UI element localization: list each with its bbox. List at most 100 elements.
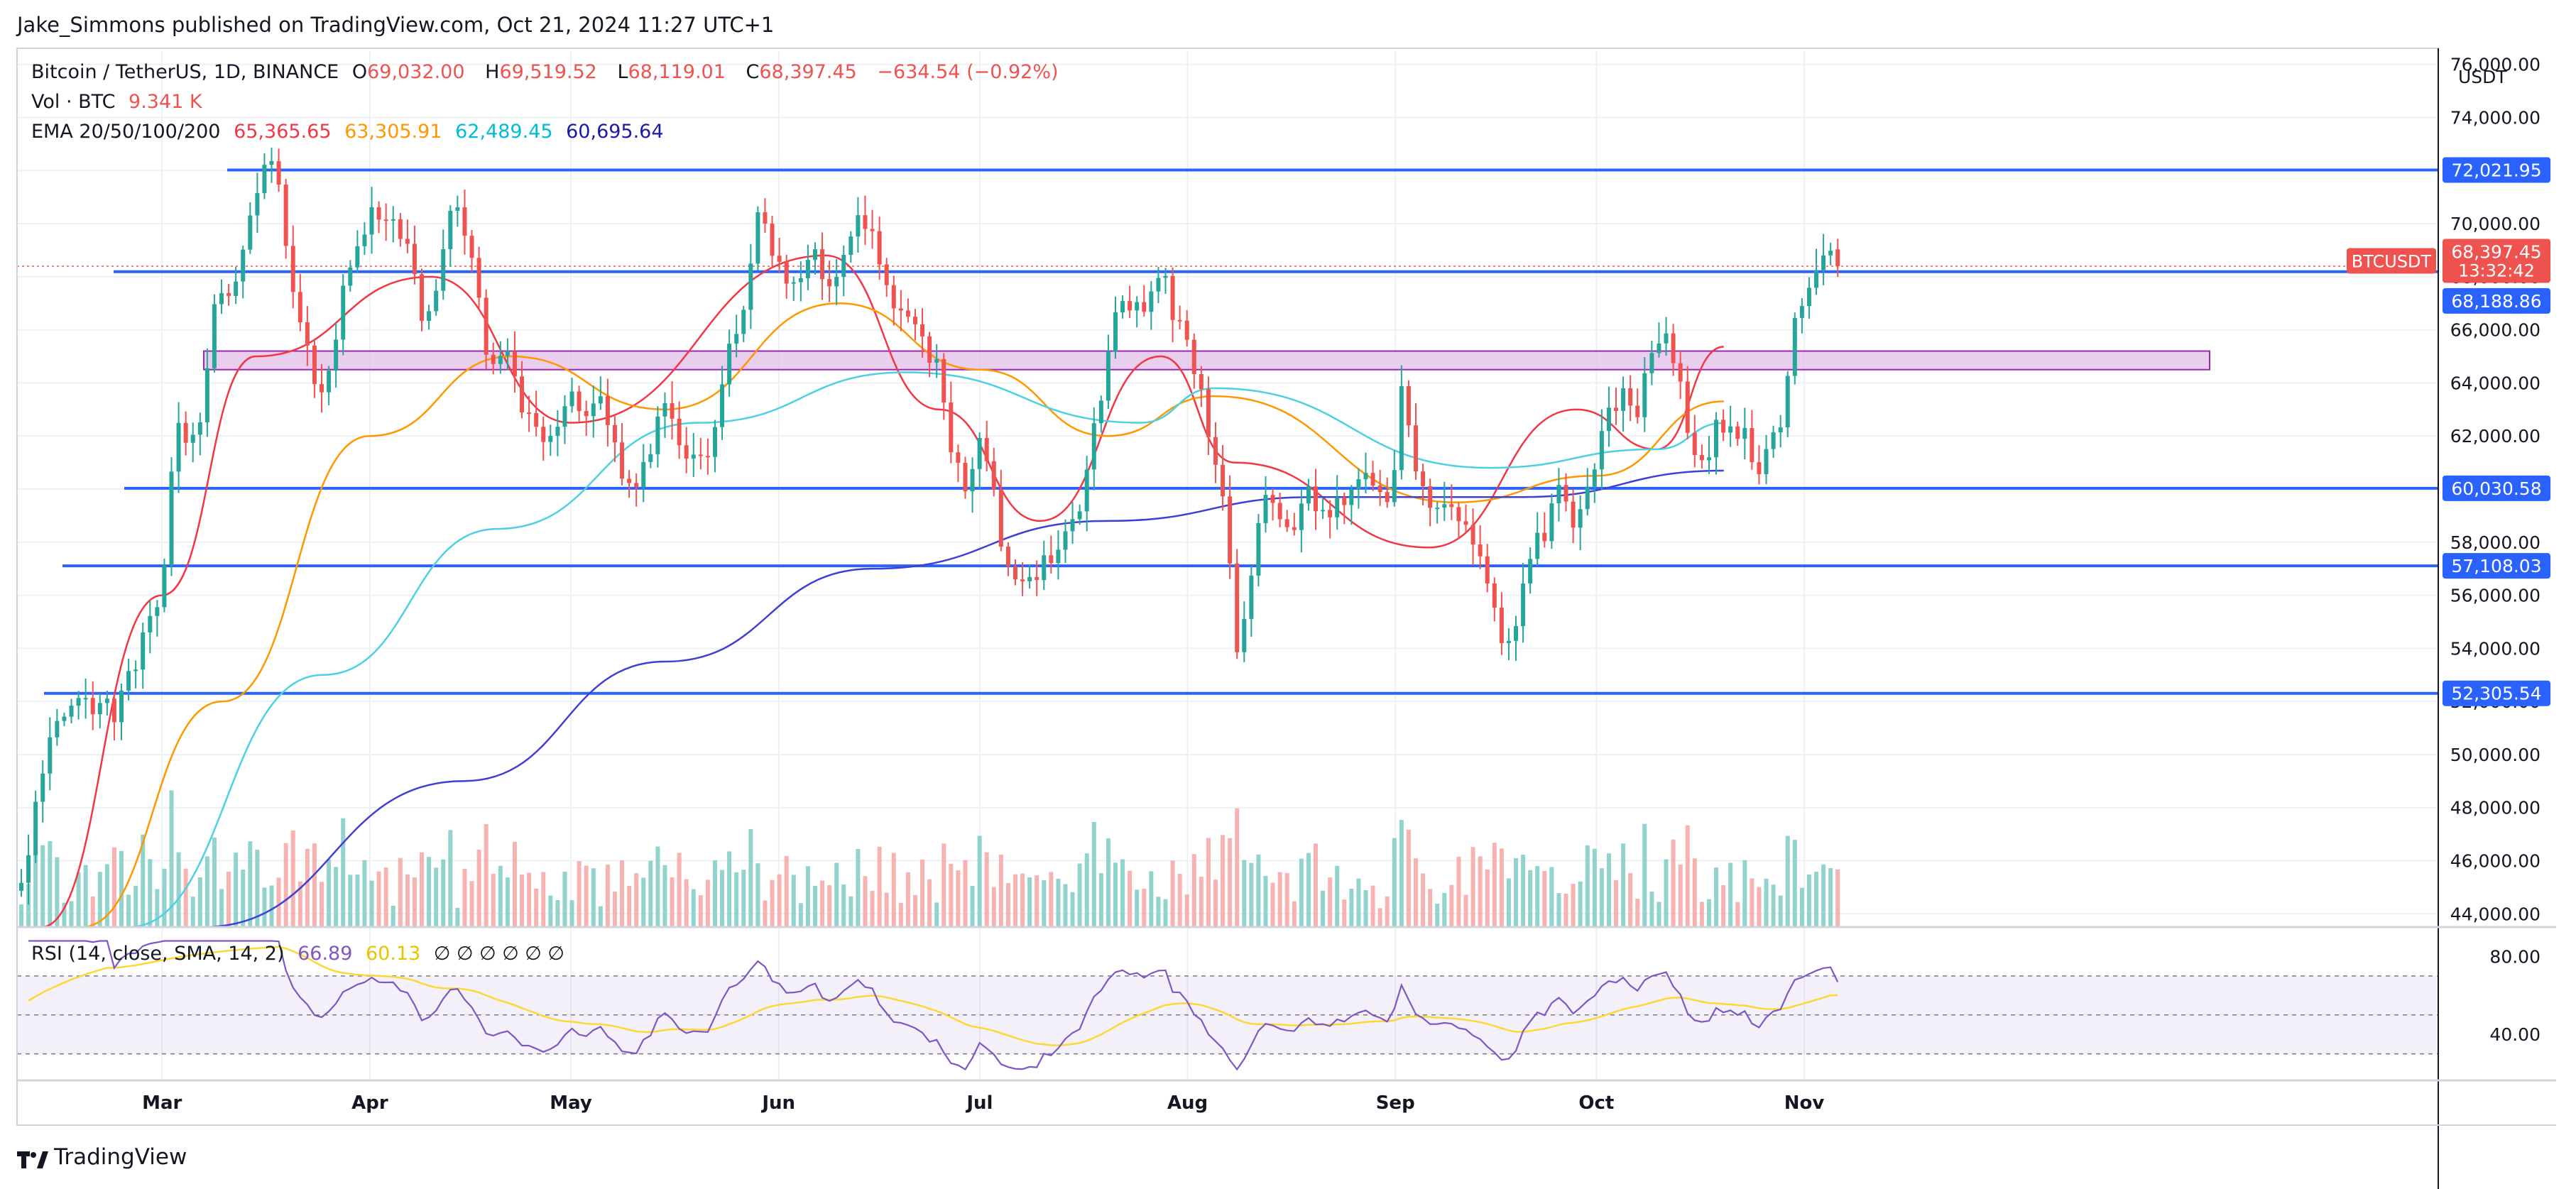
- candle-body: [1556, 485, 1561, 504]
- volume-bar: [1771, 884, 1776, 927]
- candle-body: [977, 437, 982, 469]
- candle-body: [1263, 495, 1268, 523]
- candle: [1184, 309, 1189, 347]
- candle: [763, 198, 768, 233]
- volume-bar: [1113, 862, 1118, 927]
- volume-bar: [276, 877, 281, 927]
- volume-bar: [1392, 838, 1397, 927]
- candle-body: [420, 274, 425, 322]
- candle: [1414, 402, 1419, 481]
- candle: [770, 216, 775, 268]
- current-price-tag-bg: [2443, 239, 2550, 283]
- candle: [420, 268, 425, 332]
- candle-body: [1485, 556, 1490, 583]
- volume-bar: [812, 885, 817, 927]
- candle: [963, 456, 968, 499]
- ema-legend[interactable]: EMA 20/50/100/200 65,365.65 63,305.91 62…: [31, 121, 671, 143]
- level-tag-bg: [2443, 553, 2550, 579]
- candle: [877, 217, 882, 280]
- candle-body: [1020, 579, 1025, 581]
- candle: [627, 470, 632, 498]
- candle-body: [169, 471, 174, 566]
- candle: [484, 289, 489, 370]
- candle: [1156, 266, 1161, 304]
- candle: [534, 390, 539, 437]
- volume-bar: [834, 862, 839, 927]
- candle: [1806, 277, 1811, 319]
- volume-bar: [648, 860, 653, 927]
- candle-body: [877, 231, 882, 265]
- volume-bar: [26, 884, 31, 927]
- volume-bar: [655, 846, 660, 927]
- volume-bar: [1256, 854, 1261, 927]
- candle: [1771, 425, 1776, 459]
- volume-bar: [1128, 870, 1133, 927]
- volume-bar: [734, 872, 739, 927]
- candle: [1005, 542, 1010, 576]
- volume-bar: [991, 887, 996, 927]
- candles[interactable]: [19, 148, 1840, 905]
- volume-bar: [934, 902, 939, 927]
- volume-bar: [1642, 823, 1647, 927]
- candle: [197, 412, 202, 456]
- candle: [577, 385, 582, 422]
- volume-bar: [1221, 835, 1226, 927]
- volume-bar: [791, 875, 796, 927]
- candle: [476, 246, 481, 309]
- currency-unit[interactable]: USDT: [2458, 67, 2507, 87]
- level-tag: 60,030.58: [2451, 478, 2541, 499]
- candle: [1277, 492, 1282, 527]
- candle-body: [827, 279, 832, 287]
- volume-bar: [204, 856, 209, 927]
- candle-body: [405, 239, 410, 244]
- volume-bar: [1142, 888, 1147, 927]
- candle-body: [834, 277, 839, 287]
- candle-body: [1335, 497, 1340, 517]
- volume-bar: [169, 790, 174, 927]
- volume-bar: [434, 867, 439, 927]
- volume-bar: [298, 881, 302, 927]
- volume-bar: [1757, 887, 1762, 927]
- volume-bar: [498, 865, 503, 927]
- tradingview-logo[interactable]: TradingView: [17, 1144, 187, 1170]
- rsi-sma-value: 60.13: [366, 943, 421, 965]
- volume-bar: [877, 846, 882, 927]
- volume-bar: [1213, 880, 1218, 927]
- candle: [48, 717, 53, 791]
- volume-legend[interactable]: Vol · BTC 9.341 K: [31, 91, 209, 113]
- candle-body: [1206, 389, 1211, 437]
- candle-body: [520, 376, 525, 413]
- volume-bar: [1463, 894, 1468, 927]
- volume-bar: [641, 877, 646, 927]
- symbol-name[interactable]: Bitcoin / TetherUS, 1D, BINANCE: [31, 61, 339, 83]
- candle: [1542, 512, 1547, 548]
- volume-bar: [197, 877, 202, 927]
- candle: [1635, 388, 1640, 424]
- candle-body: [1621, 388, 1626, 411]
- ohlc-close: C68,397.45: [746, 61, 857, 83]
- volume-bar: [1478, 856, 1483, 927]
- volume-bar: [162, 868, 167, 927]
- candle: [984, 420, 989, 472]
- volume-bar: [1764, 878, 1769, 927]
- candle: [1370, 461, 1375, 491]
- candle: [405, 219, 410, 253]
- symbol-legend[interactable]: Bitcoin / TetherUS, 1D, BINANCE O69,032.…: [31, 61, 1066, 83]
- volume-bar: [870, 891, 875, 927]
- rsi-legend[interactable]: RSI (14, close, SMA, 14, 2) 66.89 60.13 …: [31, 943, 572, 965]
- candle-body: [248, 215, 253, 250]
- time-tick-label: Jun: [760, 1092, 795, 1114]
- candle: [905, 298, 910, 323]
- volume-bar: [391, 905, 395, 927]
- candle-body: [97, 703, 102, 715]
- candle: [1549, 493, 1554, 549]
- candle-body: [1449, 504, 1454, 508]
- volume-bar: [462, 868, 467, 927]
- candle: [1235, 549, 1240, 659]
- candle: [670, 380, 675, 440]
- volume-bar: [1563, 893, 1568, 927]
- candle-body: [841, 255, 846, 278]
- candle-body: [1235, 563, 1240, 652]
- candle: [569, 378, 574, 413]
- volume-bar: [1514, 857, 1519, 927]
